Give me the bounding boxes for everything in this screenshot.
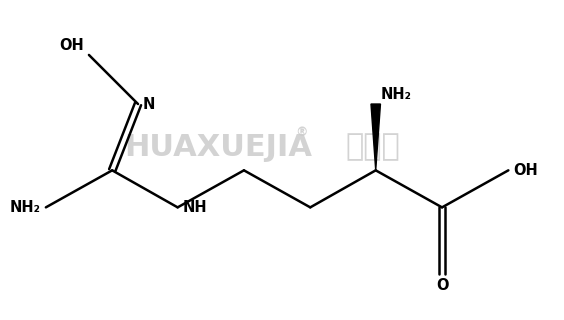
Text: OH: OH <box>513 163 538 178</box>
Text: ®: ® <box>296 126 308 139</box>
Text: HUAXUEJIA: HUAXUEJIA <box>124 132 312 162</box>
Text: NH: NH <box>183 200 208 215</box>
Text: N: N <box>142 97 155 111</box>
Text: O: O <box>436 278 448 293</box>
Text: NH₂: NH₂ <box>10 200 41 215</box>
Polygon shape <box>371 104 381 170</box>
Text: 化学加: 化学加 <box>346 132 400 162</box>
Text: NH₂: NH₂ <box>381 87 412 102</box>
Text: OH: OH <box>59 38 84 53</box>
